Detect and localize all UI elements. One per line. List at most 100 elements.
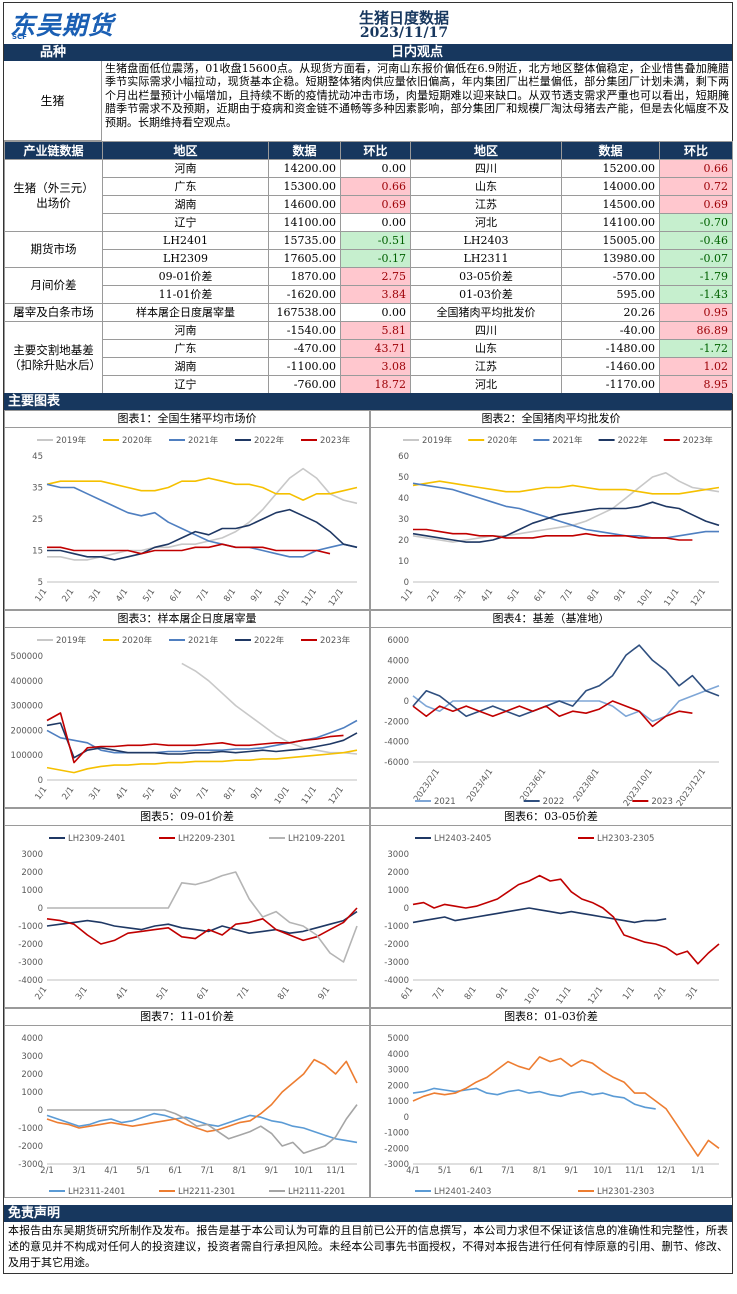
region-cell: LH2403 — [410, 231, 562, 250]
y-tick-label: -4000 — [384, 976, 409, 986]
y-tick-label: -2000 — [384, 940, 409, 950]
change-cell: 0.69 — [659, 195, 733, 214]
value-cell: 20.26 — [561, 303, 660, 322]
x-tick-label: 2/1 — [653, 985, 669, 1002]
x-tick-label: 2023/8/1 — [572, 767, 602, 804]
view-header-cell: 日内观点 — [390, 45, 443, 60]
x-tick-label: 6/1 — [168, 1166, 182, 1176]
y-tick-label: 20 — [398, 536, 409, 546]
x-tick-label: 4/1 — [114, 587, 130, 604]
series-line — [47, 871, 358, 963]
series-line — [47, 467, 358, 561]
change-cell: 1.02 — [659, 357, 733, 376]
view-label: 生猪 — [4, 61, 102, 141]
header-cell: 数据 — [268, 141, 341, 160]
data-row: 辽宁 -760.00 18.72 河北 -1170.00 8.95 — [5, 375, 733, 394]
x-tick-label: 2023/4/1 — [465, 767, 495, 804]
series-line — [412, 482, 719, 539]
section-title: 主要图表 — [4, 393, 732, 410]
region-cell: 河南 — [102, 321, 269, 340]
value-cell: 14100.00 — [268, 213, 341, 232]
x-tick-label: 7/1 — [559, 587, 575, 604]
y-tick-label: 40 — [398, 494, 409, 504]
series-line — [46, 1058, 358, 1133]
y-tick-label: 45 — [32, 452, 43, 462]
y-tick-label: 5 — [38, 578, 43, 588]
legend-label: 2021 — [434, 797, 456, 807]
x-tick-label: 11/1 — [625, 1166, 644, 1176]
legend-label: 2023年 — [320, 635, 351, 646]
y-tick-label: 60 — [398, 452, 409, 462]
y-tick-label: 3000 — [21, 1052, 43, 1062]
region-cell: 四川 — [410, 159, 562, 178]
x-tick-label: 2/1 — [60, 587, 76, 604]
series-line — [412, 644, 720, 718]
change-cell: 18.72 — [340, 375, 411, 394]
legend-label: 2022年 — [254, 435, 285, 446]
y-tick-label: -2000 — [18, 1142, 43, 1152]
change-cell: 86.89 — [659, 321, 733, 340]
chart-panel: 图表6：03-05价差 -4000 -3000 -2000 -1000 0 1000 2000… — [370, 808, 732, 1008]
data-row: 辽宁 14100.00 0.00 河北 14100.00 -0.70 — [5, 213, 733, 232]
value-cell: 15005.00 — [561, 231, 660, 250]
y-tick-label: -2000 — [384, 717, 409, 727]
view-header: 品种 日内观点 — [4, 44, 732, 61]
group-label: 生猪（外三元）出场价 — [4, 159, 103, 232]
change-cell: -0.07 — [659, 249, 733, 268]
value-cell: 15735.00 — [268, 231, 341, 250]
x-tick-label: 10/1 — [593, 1166, 612, 1176]
data-row: 湖南 14600.00 0.69 江苏 14500.00 0.69 — [5, 195, 733, 214]
x-tick-label: 9/1 — [612, 587, 628, 604]
change-cell: 0.69 — [340, 195, 411, 214]
y-tick-label: -3000 — [384, 1160, 409, 1170]
header-cell: 地区 — [410, 141, 562, 160]
region-cell: 河北 — [410, 213, 562, 232]
y-tick-label: 400000 — [11, 677, 43, 687]
region-cell: 辽宁 — [102, 375, 269, 394]
y-tick-label: -6000 — [384, 758, 409, 768]
series-line — [412, 501, 720, 543]
y-tick-label: -2000 — [18, 940, 43, 950]
series-line — [181, 662, 358, 755]
legend-label: 2019年 — [56, 435, 87, 446]
chart: -4000 -3000 -2000 -1000 0 1000 2000 3000 6/1 7/1 8… — [384, 834, 720, 1006]
disclaimer-text: 本报告由东吴期货研究所制作及发布。报告是基于本公司认为可靠的且目前已公开的信息撰… — [8, 1224, 728, 1269]
legend-label: LH2301-2303 — [597, 1187, 654, 1197]
series-line — [46, 907, 358, 945]
y-tick-label: 15 — [32, 547, 43, 557]
legend-label: 2021年 — [188, 435, 219, 446]
y-tick-label: 2000 — [21, 868, 43, 878]
value-cell: -570.00 — [561, 267, 660, 286]
x-tick-label: 7/1 — [431, 985, 447, 1002]
x-tick-label: 2/1 — [60, 785, 76, 802]
data-row: 广东 -470.00 43.71 山东 -1480.00 -1.72 — [5, 339, 733, 358]
legend-label: 2023 — [651, 797, 673, 807]
x-tick-label: 11/1 — [300, 587, 319, 608]
logo: 东吴期货 — [10, 11, 115, 40]
x-tick-label: 1/1 — [399, 587, 415, 604]
x-tick-label: 10/1 — [273, 785, 292, 806]
x-tick-label: 6/1 — [168, 785, 184, 802]
change-cell: 0.72 — [659, 177, 733, 196]
series-line — [46, 910, 358, 934]
x-tick-label: 6/1 — [195, 985, 211, 1002]
y-tick-label: 1000 — [387, 886, 409, 896]
change-cell: 5.81 — [340, 321, 411, 340]
x-tick-label: 2023/12/1 — [675, 767, 708, 808]
y-tick-label: 2000 — [387, 1081, 409, 1091]
change-cell: -1.79 — [659, 267, 733, 286]
x-tick-label: 12/1 — [586, 985, 605, 1006]
series-line — [412, 685, 720, 723]
y-tick-label: -3000 — [18, 958, 43, 968]
section-title: 免责声明 — [4, 1205, 732, 1222]
group-label: 月间价差 — [4, 267, 103, 304]
x-tick-label: 2/1 — [40, 1166, 54, 1176]
region-cell: 河北 — [410, 375, 562, 394]
y-tick-label: 300000 — [11, 702, 43, 712]
value-cell: 1870.00 — [268, 267, 341, 286]
report-date: 2023/11/17 — [359, 25, 449, 41]
x-tick-label: 3/1 — [684, 985, 700, 1002]
header-cell: 数据 — [561, 141, 660, 160]
region-cell: 山东 — [410, 339, 562, 358]
